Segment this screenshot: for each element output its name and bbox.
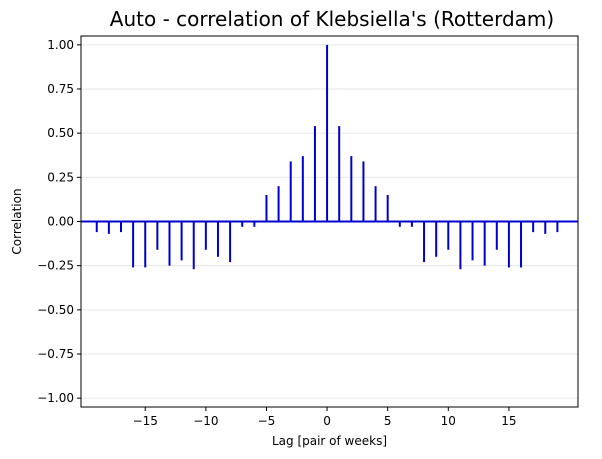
x-tick-label: 10 [441, 414, 456, 428]
y-tick-label: 0.25 [47, 170, 74, 184]
y-tick-label: 0.75 [47, 82, 74, 96]
y-tick-label: 0.50 [47, 126, 74, 140]
x-tick-label: 5 [384, 414, 392, 428]
y-tick-label: −0.25 [37, 259, 74, 273]
y-tick-label: −1.00 [37, 391, 74, 405]
x-axis-label: Lag [pair of weeks] [272, 434, 387, 448]
x-tick-label: −15 [133, 414, 158, 428]
x-tick-label: 0 [323, 414, 331, 428]
y-axis-label: Correlation [10, 188, 24, 254]
y-tick-label: −0.75 [37, 347, 74, 361]
y-tick-label: 1.00 [47, 38, 74, 52]
y-tick-label: 0.00 [47, 215, 74, 229]
y-tick-label: −0.50 [37, 303, 74, 317]
y-axis: −1.00 −0.75 −0.50 −0.25 0.00 0.25 0.50 0.75 1.00 [37, 38, 81, 405]
x-tick-label: −10 [193, 414, 218, 428]
x-axis: −15 −10 −5 0 5 10 15 [133, 407, 517, 428]
bars [95, 44, 559, 270]
x-tick-label: −5 [258, 414, 276, 428]
x-tick-label: 15 [501, 414, 516, 428]
chart-title: Auto - correlation of Klebsiella's (Rott… [110, 7, 554, 31]
